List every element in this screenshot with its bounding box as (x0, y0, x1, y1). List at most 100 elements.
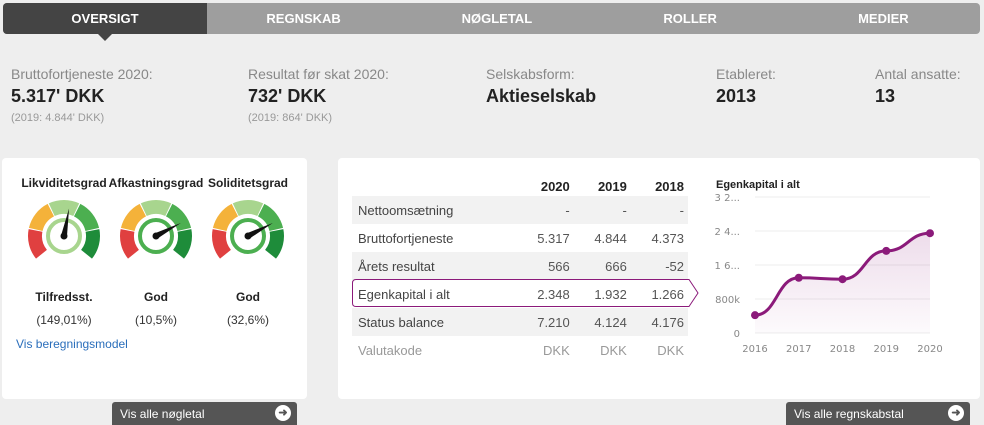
cell: 1.932 (594, 286, 627, 302)
row-label: Status balance (352, 308, 517, 336)
equity-line-chart: 0 800k 1 6... 2 4... 3 2... 2016 2017 2018 2019 2… (715, 193, 943, 355)
stat-value: 2013 (716, 86, 757, 106)
stat-label: Selskabsform: (486, 66, 575, 82)
tab-regnskab[interactable]: REGNSKAB (266, 11, 341, 26)
row-label: Valutakode (358, 342, 423, 358)
gauge-status: Tilfredsst. (35, 290, 93, 304)
financials-card: 2020 2019 2018 Nettoomsætning - - - Bruttof… (338, 158, 980, 399)
cell: - (630, 196, 688, 224)
show-all-accounts-button[interactable]: Vis alle regnskabstal ➜ (786, 402, 970, 425)
calculation-model-link[interactable]: Vis beregningsmodel (16, 337, 128, 351)
cell: DKK (543, 342, 570, 358)
stat-value: 13 (875, 86, 896, 106)
cell: - (516, 196, 574, 224)
cell: 7.210 (516, 308, 574, 336)
gauge-segment (73, 203, 100, 232)
table-row: Valutakode DKK DKK DKK (352, 336, 688, 364)
button-label: Vis alle regnskabstal (794, 406, 904, 421)
data-point[interactable] (751, 311, 759, 320)
chart-title: Egenkapital i alt (716, 179, 800, 191)
data-point[interactable] (926, 229, 934, 238)
gauge-segment (173, 229, 192, 259)
y-tick-label: 2 4... (715, 227, 740, 238)
gauge-segment (48, 200, 80, 217)
gauge-needle (61, 208, 70, 237)
gauge-status: God (144, 290, 168, 304)
cell: 4.124 (573, 308, 631, 336)
stat-established: Etableret: 2013 (716, 66, 776, 107)
gauge-value: (10,5%) (134, 313, 178, 327)
stat-value: 732' DKK (248, 86, 327, 106)
row-label: Årets resultat (352, 252, 517, 280)
header-year: 2020 (540, 178, 570, 194)
gauge-needle-pivot (60, 232, 68, 240)
y-tick-label: 800k (715, 295, 740, 306)
tab-oversigt[interactable]: OVERSIGT (3, 3, 207, 34)
gauge-segment (212, 229, 231, 259)
gauge-segment (257, 203, 284, 232)
active-tab-pointer (98, 34, 112, 41)
tab-noegletal[interactable]: NØGLETAL (461, 11, 533, 26)
table-row-selected[interactable]: Egenkapital i alt 2.348 1.932 1.266 (352, 280, 688, 308)
tab-bar: OVERSIGT REGNSKAB NØGLETAL ROLLER MEDIER (3, 3, 980, 34)
table-header: 2020 2019 2018 (352, 176, 688, 196)
stat-label: Etableret: (716, 66, 776, 82)
x-tick-label: 2016 (742, 344, 767, 355)
cell: 666 (573, 252, 631, 280)
x-tick-label: 2017 (786, 344, 811, 355)
gauge-segment (165, 203, 192, 232)
show-all-key-figures-button[interactable]: Vis alle nøgletal ➜ (112, 402, 297, 425)
gauge-title: Soliditetsgrad (207, 176, 288, 190)
gauge-segment (28, 203, 55, 232)
table-row: Status balance 7.210 4.124 4.176 (352, 308, 688, 336)
stat-pretax-result: Resultat før skat 2020: 732' DKK (2019: … (248, 66, 389, 124)
gauge-segment (140, 200, 172, 217)
stat-label: Bruttofortjeneste 2020: (11, 66, 153, 82)
stat-previous: (2019: 864' DKK) (248, 112, 333, 124)
financials-table: 2020 2019 2018 Nettoomsætning - - - Bruttof… (352, 176, 688, 364)
data-point[interactable] (794, 273, 803, 282)
cell: 1.266 (651, 286, 684, 302)
cell: 4.844 (594, 230, 627, 246)
gauge-segment (265, 229, 284, 259)
gauge-value: (149,01%) (36, 313, 92, 327)
table-row: Årets resultat 566 666 -52 (352, 252, 688, 280)
button-label: Vis alle nøgletal (120, 406, 205, 421)
cell: - (573, 196, 631, 224)
gauge-segment (212, 203, 239, 232)
cell: 566 (516, 252, 574, 280)
data-point[interactable] (838, 275, 847, 284)
cell: 4.176 (630, 308, 688, 336)
tab-roller[interactable]: ROLLER (663, 11, 717, 26)
gauge-solidity: Soliditetsgrad God (32,6%) (198, 176, 298, 327)
table-row: Nettoomsætning - - - (352, 196, 688, 224)
gauge-dial-icon (212, 200, 284, 259)
tab-medier[interactable]: MEDIER (858, 11, 909, 26)
stat-previous: (2019: 4.844' DKK) (11, 112, 105, 124)
stat-value: Aktieselskab (486, 86, 597, 106)
gauge-segment (27, 229, 47, 259)
cell: 5.317 (537, 230, 570, 246)
cell: 4.373 (651, 230, 684, 246)
cell: 2.348 (537, 286, 570, 302)
gauge-liquidity: Likviditetsgrad Tilfredsst. (149,01%) (14, 176, 114, 327)
y-tick-label: 0 (734, 329, 740, 340)
gauge-title: Likviditetsgrad (21, 176, 107, 190)
gauge-return: Afkastningsgrad God (10,5%) (106, 176, 206, 327)
arrow-right-icon: ➜ (948, 405, 964, 421)
row-label: Nettoomsætning (352, 196, 517, 224)
gauge-dial-icon (120, 200, 192, 259)
key-ratios-card: Likviditetsgrad Tilfredsst. (149,01%) Af… (2, 158, 307, 399)
gauge-value: (32,6%) (226, 313, 270, 327)
x-tick-label: 2018 (830, 344, 855, 355)
table-row: Bruttofortjeneste 5.317 4.844 4.373 (352, 224, 688, 252)
cell: DKK (600, 342, 627, 358)
gauge-segment (81, 229, 100, 259)
data-point[interactable] (882, 246, 891, 255)
gauge-dial-icon (27, 200, 100, 259)
gauge-segment (120, 203, 147, 232)
gauge-needle-pivot (152, 232, 160, 240)
gauge-needle (154, 223, 181, 239)
gauge-title: Afkastningsgrad (108, 176, 204, 190)
x-tick-label: 2020 (917, 344, 942, 355)
